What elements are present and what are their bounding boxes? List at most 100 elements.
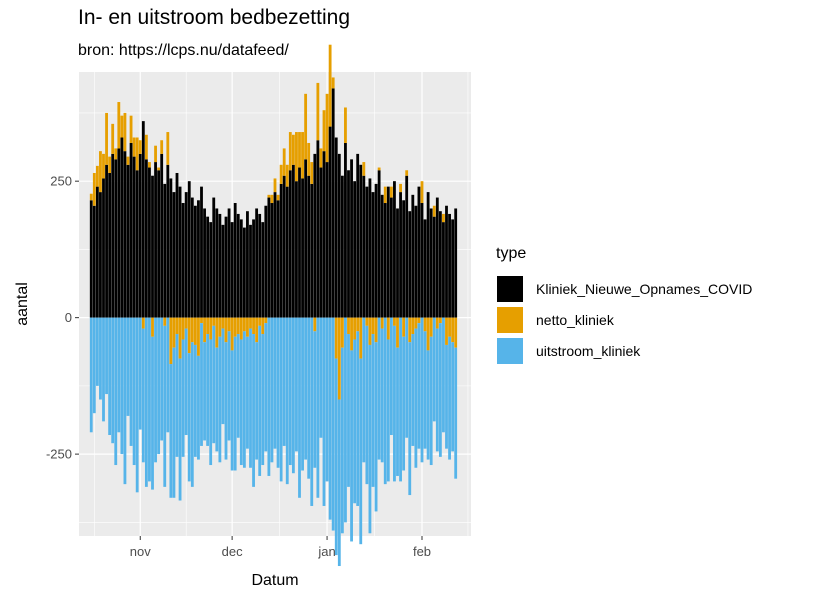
bar-netto-kliniek	[111, 123, 115, 154]
bar-nieuwe-opnames	[347, 170, 350, 318]
bar-nieuwe-opnames	[298, 167, 301, 318]
bar-netto-kliniek	[218, 317, 222, 337]
bar-netto-kliniek	[212, 317, 216, 326]
bar-netto-kliniek	[374, 317, 378, 343]
bar-nieuwe-opnames	[356, 153, 360, 318]
bar-netto-kliniek	[337, 317, 341, 400]
bar-uitstroom-kliniek	[295, 317, 298, 452]
bar-nieuwe-opnames	[374, 183, 378, 318]
bar-uitstroom-kliniek	[203, 342, 206, 441]
bar-uitstroom-kliniek	[187, 353, 191, 482]
bar-uitstroom-kliniek	[402, 336, 406, 471]
bar-netto-kliniek	[227, 317, 231, 332]
bar-netto-kliniek	[380, 317, 384, 329]
bar-nieuwe-opnames	[154, 162, 157, 318]
bar-netto-kliniek	[270, 194, 274, 204]
bar-nieuwe-opnames	[420, 203, 424, 318]
bar-netto-kliniek	[120, 115, 124, 138]
bar-uitstroom-kliniek	[423, 331, 427, 449]
bar-uitstroom-kliniek	[304, 317, 308, 460]
legend-swatch	[496, 336, 524, 365]
bar-uitstroom-kliniek	[148, 317, 151, 482]
bar-nieuwe-opnames	[451, 219, 455, 318]
bar-nieuwe-opnames	[129, 142, 133, 318]
bar-uitstroom-kliniek	[261, 334, 265, 466]
bar-netto-kliniek	[242, 317, 246, 332]
bar-uitstroom-kliniek	[420, 317, 424, 463]
bar-netto-kliniek	[429, 317, 433, 337]
bar-nieuwe-opnames	[89, 200, 93, 318]
bar-netto-kliniek	[276, 194, 280, 201]
bar-uitstroom-kliniek	[371, 334, 375, 487]
bar-netto-kliniek	[295, 132, 298, 182]
bar-uitstroom-kliniek	[120, 317, 124, 455]
bar-uitstroom-kliniek	[169, 364, 173, 498]
bar-uitstroom-kliniek	[135, 317, 139, 493]
bar-uitstroom-kliniek	[365, 325, 369, 485]
bar-uitstroom-kliniek	[396, 347, 399, 476]
bar-nieuwe-opnames	[399, 192, 402, 318]
bar-netto-kliniek	[190, 317, 194, 343]
bar-nieuwe-opnames	[301, 178, 304, 318]
bar-netto-kliniek	[148, 162, 151, 168]
bar-nieuwe-opnames	[371, 192, 375, 318]
bar-netto-kliniek	[420, 181, 424, 204]
bar-uitstroom-kliniek	[184, 328, 188, 436]
bar-nieuwe-opnames	[331, 88, 335, 318]
bar-nieuwe-opnames	[242, 227, 246, 318]
bar-netto-kliniek	[386, 317, 390, 340]
bar-netto-kliniek	[197, 317, 200, 356]
bar-nieuwe-opnames	[163, 183, 167, 318]
bar-netto-kliniek	[304, 93, 308, 160]
bar-netto-kliniek	[89, 193, 93, 201]
bar-uitstroom-kliniek	[344, 317, 347, 523]
bar-uitstroom-kliniek	[414, 328, 418, 468]
bar-nieuwe-opnames	[319, 167, 323, 318]
bar-uitstroom-kliniek	[236, 334, 240, 438]
bar-netto-kliniek	[350, 317, 353, 351]
bar-netto-kliniek	[215, 317, 219, 348]
bar-nieuwe-opnames	[123, 151, 127, 318]
bar-uitstroom-kliniek	[417, 323, 421, 449]
bar-netto-kliniek	[396, 317, 399, 348]
bar-netto-kliniek	[236, 317, 240, 335]
bar-netto-kliniek	[169, 317, 173, 365]
bar-uitstroom-kliniek	[377, 317, 381, 460]
bar-uitstroom-kliniek	[432, 317, 436, 422]
bar-netto-kliniek	[105, 112, 108, 165]
bar-uitstroom-kliniek	[426, 350, 430, 460]
bar-netto-kliniek	[307, 142, 311, 176]
bar-nieuwe-opnames	[393, 181, 396, 318]
bar-uitstroom-kliniek	[255, 342, 259, 460]
bar-nieuwe-opnames	[160, 153, 164, 318]
bar-nieuwe-opnames	[141, 121, 145, 318]
bar-nieuwe-opnames	[117, 148, 121, 318]
bar-uitstroom-kliniek	[89, 317, 93, 433]
bar-netto-kliniek	[123, 112, 127, 152]
bar-uitstroom-kliniek	[141, 328, 145, 463]
bar-netto-kliniek	[181, 317, 185, 340]
bar-uitstroom-kliniek	[313, 331, 317, 468]
bar-netto-kliniek	[288, 132, 292, 171]
bar-nieuwe-opnames	[169, 178, 173, 318]
bar-netto-kliniek	[438, 317, 442, 324]
bar-uitstroom-kliniek	[230, 350, 234, 471]
bar-netto-kliniek	[399, 183, 402, 193]
bar-uitstroom-kliniek	[368, 344, 372, 534]
bar-nieuwe-opnames	[423, 219, 427, 318]
bar-netto-kliniek	[157, 167, 161, 171]
bar-uitstroom-kliniek	[114, 317, 118, 466]
bar-nieuwe-opnames	[261, 222, 265, 318]
chart-subtitle: bron: https://lcps.nu/datafeed/	[78, 42, 289, 59]
bar-nieuwe-opnames	[111, 153, 115, 318]
bar-netto-kliniek	[285, 164, 289, 187]
bar-nieuwe-opnames	[405, 175, 409, 318]
bar-uitstroom-kliniek	[163, 325, 167, 487]
bar-nieuwe-opnames	[151, 175, 154, 318]
bar-nieuwe-opnames	[325, 162, 329, 318]
bar-uitstroom-kliniek	[129, 317, 133, 446]
bar-netto-kliniek	[92, 172, 96, 206]
bar-uitstroom-kliniek	[175, 334, 179, 457]
bar-netto-kliniek	[221, 317, 225, 329]
bar-uitstroom-kliniek	[239, 339, 243, 466]
